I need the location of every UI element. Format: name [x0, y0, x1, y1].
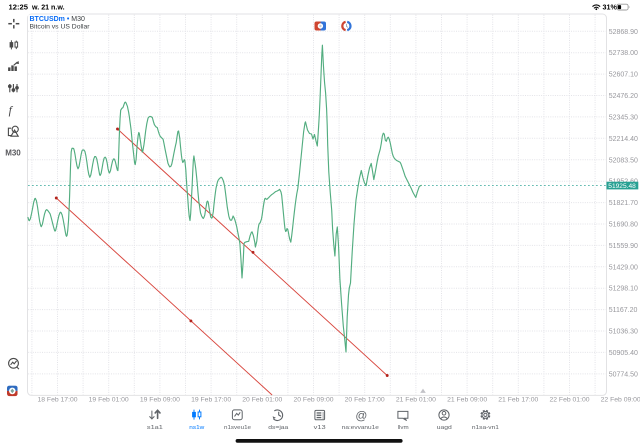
svg-text:llvm: llvm — [398, 425, 410, 431]
svg-text:51690.80: 51690.80 — [609, 222, 638, 229]
svg-text:19 Feb 01:00: 19 Feb 01:00 — [89, 397, 129, 404]
svg-text:51429.00: 51429.00 — [609, 264, 638, 271]
svg-text:20 Feb 01:00: 20 Feb 01:00 — [242, 397, 282, 404]
svg-text:22 Feb 09:00: 22 Feb 09:00 — [601, 397, 640, 404]
svg-text:52345.30: 52345.30 — [609, 114, 638, 121]
svg-text:f: f — [9, 105, 14, 117]
svg-text:22 Feb 01:00: 22 Feb 01:00 — [549, 397, 589, 404]
svg-text:21 Feb 17:00: 21 Feb 17:00 — [498, 397, 538, 404]
svg-text:12:25: 12:25 — [9, 2, 29, 11]
svg-text:19 Feb 17:00: 19 Feb 17:00 — [191, 397, 231, 404]
svg-text:52083.50: 52083.50 — [609, 157, 638, 164]
svg-text:20 Feb 09:00: 20 Feb 09:00 — [293, 397, 333, 404]
svg-text:M30: M30 — [5, 148, 21, 157]
svg-text:31%: 31% — [603, 2, 618, 11]
svg-text:51036.30: 51036.30 — [609, 329, 638, 336]
svg-text:51167.20: 51167.20 — [609, 307, 638, 314]
svg-text:ds=jaa: ds=jaa — [268, 425, 288, 431]
svg-text:19 Feb 09:00: 19 Feb 09:00 — [140, 397, 180, 404]
svg-text:ns1w: ns1w — [189, 425, 204, 431]
svg-text:uagd: uagd — [437, 425, 452, 431]
svg-text:51821.70: 51821.70 — [609, 200, 638, 207]
svg-text:51925.48: 51925.48 — [608, 183, 636, 190]
svg-text:51298.10: 51298.10 — [609, 286, 638, 293]
svg-text:n1sveu1e: n1sveu1e — [224, 425, 251, 431]
svg-text:50905.40: 50905.40 — [609, 350, 638, 357]
svg-text:52738.00: 52738.00 — [609, 50, 638, 57]
svg-text:50774.50: 50774.50 — [609, 371, 638, 378]
svg-text:Bitcoin vs US Dollar: Bitcoin vs US Dollar — [30, 24, 91, 31]
svg-text:51559.90: 51559.90 — [609, 243, 638, 250]
svg-text:52868.90: 52868.90 — [609, 29, 638, 36]
svg-text:52214.40: 52214.40 — [609, 136, 638, 143]
svg-text:BTCUSDm • M30: BTCUSDm • M30 — [30, 16, 85, 23]
svg-text:na:evvanu1e: na:evvanu1e — [342, 425, 379, 431]
svg-text:18 Feb 17:00: 18 Feb 17:00 — [37, 397, 77, 404]
svg-text:21 Feb 01:00: 21 Feb 01:00 — [396, 397, 436, 404]
svg-text:52607.10: 52607.10 — [609, 72, 638, 79]
svg-text:21 Feb 09:00: 21 Feb 09:00 — [447, 397, 487, 404]
svg-text:@: @ — [355, 409, 367, 423]
svg-text:v13: v13 — [314, 425, 326, 431]
svg-text:n1sa-vn1: n1sa-vn1 — [472, 425, 499, 431]
svg-text:s1a1: s1a1 — [147, 425, 163, 431]
svg-text:52476.20: 52476.20 — [609, 93, 638, 100]
svg-text:w. 21 n.w.: w. 21 n.w. — [31, 3, 65, 11]
svg-text:20 Feb 17:00: 20 Feb 17:00 — [345, 397, 385, 404]
